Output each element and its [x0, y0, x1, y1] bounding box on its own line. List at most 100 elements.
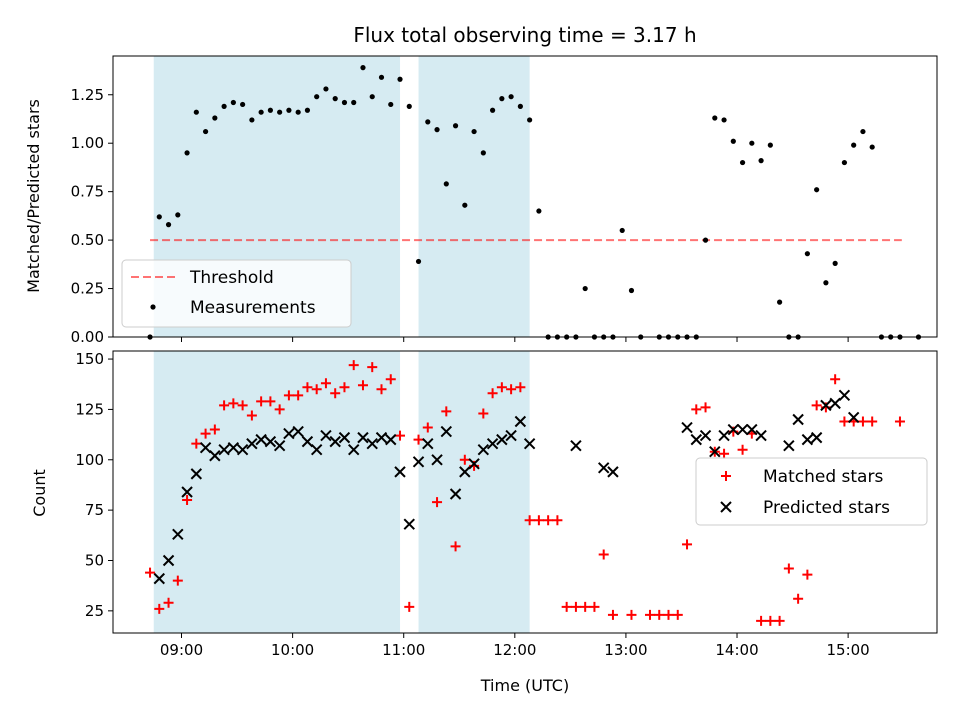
- predicted-star-point: [810, 431, 823, 444]
- measurement-point: [730, 138, 736, 144]
- matched-star-point: [182, 495, 193, 506]
- measurement-point: [202, 128, 209, 135]
- measurement-point: [471, 128, 477, 135]
- legend-measurement-swatch: [150, 304, 156, 310]
- predicted-star-point: [283, 427, 295, 440]
- predicted-star-point: [597, 462, 610, 474]
- measurement-point: [369, 94, 375, 100]
- top-legend: Threshold Measurements: [121, 259, 352, 328]
- matched-star-point: [719, 448, 730, 459]
- measurement-point: [702, 237, 709, 243]
- matched-star-point: [422, 422, 433, 433]
- measurement-point: [378, 74, 385, 80]
- bottom-y-tick-label: 125: [75, 400, 104, 418]
- predicted-star-point: [366, 437, 378, 450]
- legend-matched-swatch: [721, 471, 731, 481]
- predicted-star-point: [246, 437, 258, 450]
- measurement-point: [739, 159, 746, 166]
- measurement-point: [536, 208, 542, 214]
- predicted-star-point: [320, 429, 332, 442]
- matched-star-point: [145, 567, 156, 578]
- matched-star-point: [857, 416, 868, 427]
- x-tick-label: 13:00: [604, 641, 647, 659]
- matched-star-point: [644, 609, 655, 620]
- measurement-point: [462, 202, 468, 208]
- measurement-point: [156, 214, 162, 220]
- measurement-point: [286, 107, 292, 113]
- matched-star-point: [682, 539, 693, 550]
- predicted-star-point: [607, 466, 619, 478]
- bottom-y-tick-label: 100: [75, 451, 104, 469]
- matched-star-point: [367, 362, 378, 373]
- matched-star-point: [395, 430, 406, 441]
- measurement-point: [489, 107, 496, 113]
- measurement-point: [406, 103, 412, 109]
- matched-star-point: [348, 360, 359, 371]
- legend-frame: [695, 457, 928, 526]
- measurement-point: [388, 101, 394, 108]
- matched-star-point: [894, 416, 905, 427]
- matched-star-point: [219, 400, 230, 411]
- matched-star-point: [172, 575, 183, 586]
- measurement-point: [823, 280, 829, 286]
- predicted-star-point: [699, 429, 712, 442]
- bottom-y-axis-label: Count: [30, 469, 49, 517]
- matched-star-point: [228, 398, 239, 409]
- measurement-point: [397, 76, 403, 82]
- bottom-legend: Matched stars Predicted stars: [695, 457, 928, 526]
- predicted-star-point: [172, 528, 184, 541]
- predicted-star-point: [468, 458, 480, 470]
- matched-star-point: [663, 609, 674, 620]
- predicted-star-point: [190, 468, 203, 480]
- predicted-star-point: [736, 423, 749, 436]
- predicted-star-point: [153, 572, 165, 585]
- predicted-star-point: [357, 431, 369, 444]
- matched-star-point: [654, 609, 665, 620]
- predicted-star-point: [209, 450, 221, 462]
- predicted-star-point: [514, 415, 527, 428]
- predicted-star-point: [255, 433, 267, 446]
- predicted-star-point: [449, 488, 462, 500]
- measurement-point: [267, 107, 273, 113]
- measurement-point: [841, 159, 848, 166]
- matched-star-point: [385, 374, 396, 385]
- measurement-point: [508, 94, 514, 100]
- measurement-point: [767, 142, 773, 148]
- predicted-star-point: [227, 441, 240, 454]
- predicted-star-point: [218, 443, 230, 456]
- predicted-star-point: [162, 554, 175, 567]
- matched-star-point: [246, 410, 257, 421]
- measurement-point: [517, 103, 523, 109]
- matched-star-point: [320, 378, 331, 389]
- matched-star-point: [533, 515, 544, 526]
- measurement-point: [452, 123, 459, 129]
- x-tick-label: 15:00: [827, 641, 870, 659]
- measurement-point: [712, 115, 718, 121]
- matched-star-point: [515, 382, 526, 393]
- measurement-point: [443, 181, 449, 187]
- top-axes-frame: [112, 55, 938, 338]
- measurement-point: [499, 96, 505, 102]
- matched-star-point: [506, 384, 517, 395]
- measurement-point: [721, 117, 727, 123]
- bottom-observing-window-2: [418, 351, 530, 633]
- matched-star-point: [811, 400, 822, 411]
- matched-star-point: [598, 549, 609, 560]
- measurement-point: [415, 258, 422, 265]
- legend-matched-label: Matched stars: [763, 467, 883, 487]
- measurement-point: [869, 144, 875, 150]
- matched-star-point: [256, 396, 267, 407]
- predicted-star-point: [792, 413, 804, 426]
- measurement-point: [527, 117, 533, 123]
- matched-star-point: [163, 597, 174, 608]
- predicted-star-point: [477, 443, 490, 456]
- matched-star-point: [691, 404, 702, 415]
- matched-star-point: [793, 593, 804, 604]
- top-y-tick-label: 1.00: [71, 134, 104, 152]
- matched-star-point: [607, 609, 618, 620]
- predicted-star-point: [838, 389, 851, 402]
- predicted-star-point: [338, 431, 351, 444]
- measurement-point: [351, 99, 357, 106]
- measurement-point: [628, 287, 635, 294]
